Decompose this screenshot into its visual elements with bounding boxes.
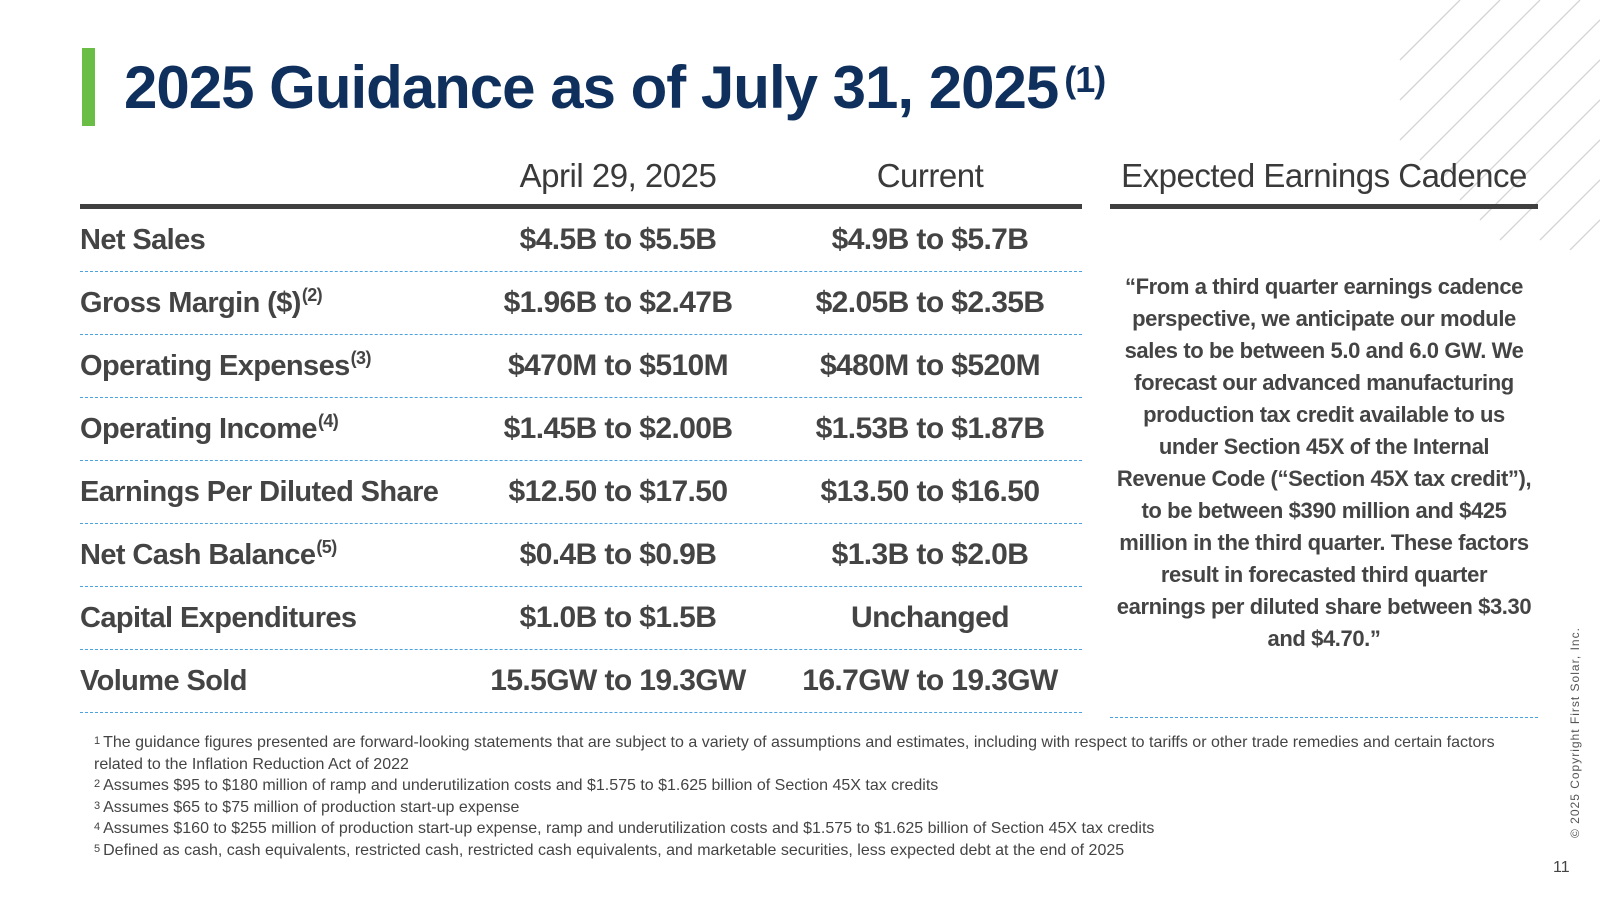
table-row: Net Sales $4.5B to $5.5B $4.9B to $5.7B <box>80 209 1082 272</box>
table-row: Earnings Per Diluted Share $12.50 to $17… <box>80 461 1082 524</box>
row-april-value: $1.45B to $2.00B <box>503 412 733 445</box>
row-label: Gross Margin ($)(2) <box>80 284 458 320</box>
row-current-value: $1.3B to $2.0B <box>831 538 1029 571</box>
guidance-table: April 29, 2025 Current Net Sales $4.5B t… <box>80 148 1082 713</box>
row-label: Operating Expenses(3) <box>80 347 458 383</box>
footnote: 4 Assumes $160 to $255 million of product… <box>94 818 1514 840</box>
row-label-text: Gross Margin ($) <box>80 286 301 319</box>
row-label: Earnings Per Diluted Share <box>80 476 458 509</box>
row-label: Volume Sold <box>80 665 458 698</box>
cadence-heading: Expected Earnings Cadence <box>1121 157 1527 194</box>
table-row: Operating Expenses(3) $470M to $510M $48… <box>80 335 1082 398</box>
footnotes: 1 The guidance figures presented are forw… <box>94 732 1514 861</box>
table-row: Gross Margin ($)(2) $1.96B to $2.47B $2.… <box>80 272 1082 335</box>
earnings-cadence-panel: Expected Earnings Cadence “From a third … <box>1110 148 1538 720</box>
row-april-value: 15.5GW to 19.3GW <box>490 664 746 697</box>
cadence-header: Expected Earnings Cadence <box>1110 148 1538 209</box>
page-title-text: 2025 Guidance as of July 31, 2025 <box>124 54 1059 121</box>
row-april-value: $470M to $510M <box>507 349 729 382</box>
header-current: Current <box>876 157 984 194</box>
row-current-value: $4.9B to $5.7B <box>831 223 1029 256</box>
table-row: Capital Expenditures $1.0B to $1.5B Unch… <box>80 587 1082 650</box>
row-april-value: $4.5B to $5.5B <box>519 223 717 256</box>
row-footnote-marker: (3) <box>350 347 372 368</box>
cadence-body: “From a third quarter earnings cadence p… <box>1110 209 1538 718</box>
row-april-value: $0.4B to $0.9B <box>519 538 717 571</box>
row-label-text: Net Sales <box>80 223 206 256</box>
footnote-number: 5 <box>94 842 101 855</box>
footnote: 3 Assumes $65 to $75 million of productio… <box>94 797 1514 819</box>
table-row: Volume Sold 15.5GW to 19.3GW 16.7GW to 1… <box>80 650 1082 713</box>
footnote-text: The guidance figures presented are forwa… <box>94 734 1495 773</box>
row-footnote-marker: (5) <box>316 536 337 557</box>
table-row: Operating Income(4) $1.45B to $2.00B $1.… <box>80 398 1082 461</box>
title-footnote-marker: (1) <box>1064 59 1106 100</box>
footnote-text: Defined as cash, cash equivalents, restr… <box>103 841 1125 859</box>
row-footnote-marker: (2) <box>301 284 323 305</box>
page-number: 11 <box>1553 859 1570 876</box>
footnote: 1 The guidance figures presented are forw… <box>94 732 1514 775</box>
title-accent-bar <box>82 48 95 126</box>
row-label-text: Net Cash Balance <box>80 538 316 571</box>
row-april-value: $1.0B to $1.5B <box>519 601 717 634</box>
row-april-value: $12.50 to $17.50 <box>508 475 729 508</box>
row-current-value: Unchanged <box>851 601 1010 634</box>
row-current-value: $13.50 to $16.50 <box>820 475 1041 508</box>
footnote-text: Assumes $65 to $75 million of production… <box>103 798 520 816</box>
header-april: April 29, 2025 <box>519 157 717 194</box>
row-current-value: $480M to $520M <box>819 349 1041 382</box>
copyright-notice: © 2025 Copyright First Solar, Inc. <box>1568 627 1582 838</box>
footnote-text: Assumes $160 to $255 million of producti… <box>103 820 1155 837</box>
row-footnote-marker: (4) <box>317 410 339 431</box>
cadence-quote: “From a third quarter earnings cadence p… <box>1116 274 1532 651</box>
row-label-text: Operating Income <box>80 412 318 445</box>
row-april-value: $1.96B to $2.47B <box>503 286 733 319</box>
footnote-number: 2 <box>94 778 101 790</box>
row-label-text: Earnings Per Diluted Share <box>80 475 439 508</box>
footnote: 2 Assumes $95 to $180 million of ramp and… <box>94 775 1514 797</box>
table-header: April 29, 2025 Current <box>80 148 1082 209</box>
row-label: Capital Expenditures <box>80 602 458 635</box>
row-label-text: Capital Expenditures <box>80 601 357 634</box>
decorative-diagonal-lines <box>1399 0 1600 250</box>
page-title: 2025 Guidance as of July 31, 2025 (1) <box>124 50 1106 126</box>
table-row: Net Cash Balance(5) $0.4B to $0.9B $1.3B… <box>80 524 1082 587</box>
row-label-text: Operating Expenses <box>80 349 350 382</box>
row-label: Operating Income(4) <box>80 410 458 446</box>
row-label: Net Cash Balance(5) <box>80 536 458 572</box>
row-current-value: $1.53B to $1.87B <box>815 412 1045 445</box>
footnote: 5 Defined as cash, cash equivalents, rest… <box>94 840 1514 862</box>
footnote-number: 4 <box>94 821 101 833</box>
footnote-text: Assumes $95 to $180 million of ramp and … <box>103 777 939 794</box>
footnote-number: 3 <box>94 799 101 812</box>
row-label-text: Volume Sold <box>80 664 247 697</box>
footnote-number: 1 <box>94 735 101 747</box>
row-label: Net Sales <box>80 224 458 257</box>
row-current-value: 16.7GW to 19.3GW <box>802 664 1058 697</box>
row-current-value: $2.05B to $2.35B <box>815 286 1045 319</box>
